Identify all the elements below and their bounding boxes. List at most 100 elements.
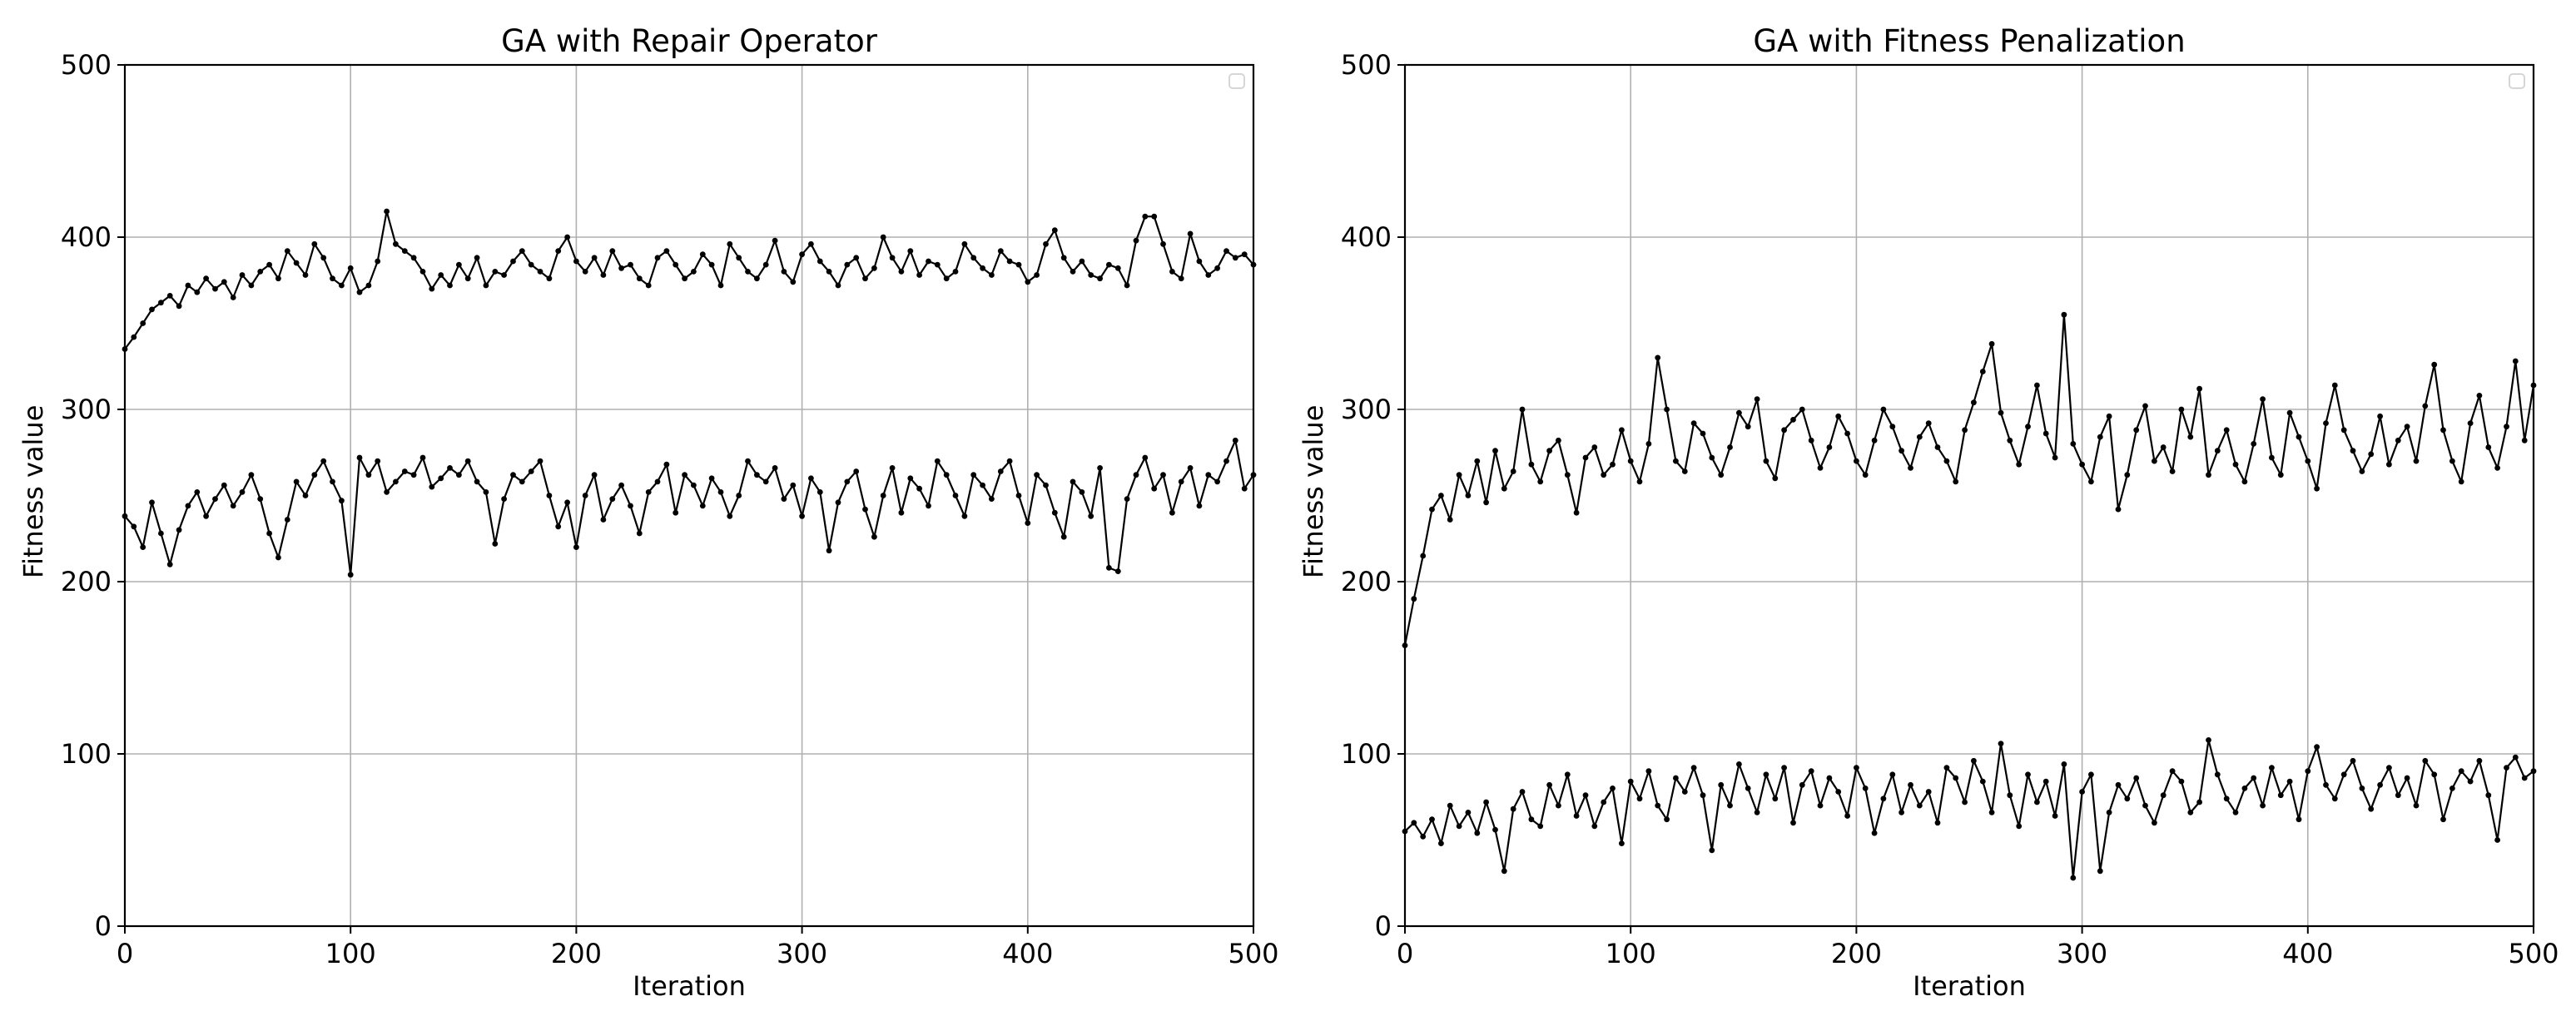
data-point-marker (1636, 478, 1643, 485)
data-point-marker (1528, 461, 1535, 468)
data-point-marker (691, 482, 697, 488)
data-point-marker (1124, 282, 1130, 289)
data-point-marker (2286, 778, 2293, 785)
data-point-marker (519, 478, 525, 485)
data-point-marker (158, 530, 164, 537)
data-point-marker (989, 272, 995, 278)
left-axes-frame (123, 63, 1255, 928)
data-point-marker (203, 513, 210, 519)
data-point-marker (2340, 771, 2347, 778)
data-point-marker (2251, 775, 2257, 781)
left-x-tick-label: 500 (1228, 938, 1278, 969)
data-point-marker (2395, 437, 2401, 444)
data-point-marker (1169, 269, 1175, 275)
data-point-marker (2133, 427, 2140, 434)
data-point-marker (1808, 768, 1814, 775)
data-point-marker (980, 482, 985, 488)
data-point-marker (673, 509, 679, 516)
left-axes: 0 100 200 300 400 500 0 100 200 300 400 500 (61, 49, 1279, 969)
data-point-marker (2152, 820, 2157, 826)
data-point-marker (2241, 478, 2248, 485)
data-point-marker (618, 265, 624, 271)
left-x-tick-label: 200 (551, 938, 602, 969)
data-point-marker (203, 275, 210, 282)
data-point-marker (952, 269, 959, 275)
data-point-marker (1232, 255, 1238, 261)
data-point-marker (1664, 816, 1670, 823)
data-point-marker (1501, 485, 1507, 492)
data-point-marker (1079, 489, 1085, 495)
data-point-marker (248, 472, 255, 478)
data-point-marker (501, 496, 507, 502)
data-point-marker (2052, 813, 2058, 819)
data-point-marker (1898, 448, 1905, 454)
data-point-marker (1718, 781, 1725, 788)
data-point-marker (1673, 458, 1679, 464)
data-point-marker (708, 261, 715, 268)
left-x-axis-label: Iteration (633, 970, 746, 1002)
data-point-marker (1754, 810, 1760, 815)
data-point-marker (1006, 458, 1013, 464)
data-point-marker (2422, 403, 2429, 409)
data-point-marker (1962, 427, 1968, 434)
data-point-marker (510, 258, 516, 265)
data-point-marker (2061, 311, 2067, 318)
data-point-marker (1772, 795, 1779, 802)
data-point-marker (934, 261, 941, 268)
data-point-marker (2097, 868, 2103, 875)
data-point-marker (393, 240, 399, 247)
right-legend-box (2509, 73, 2525, 89)
data-point-marker (2431, 361, 2438, 368)
data-point-marker (2070, 875, 2077, 881)
data-point-marker (1934, 444, 1941, 450)
data-point-marker (1043, 240, 1049, 247)
left-legend-box (1228, 73, 1245, 89)
data-point-marker (1438, 493, 1444, 498)
right-axes: 0 100 200 300 400 500 0 100 200 300 400 500 (1341, 49, 2559, 969)
data-point-marker (1582, 792, 1589, 799)
data-point-marker (1214, 265, 1220, 271)
data-point-marker (1979, 369, 1986, 374)
data-point-marker (2305, 458, 2311, 464)
data-point-marker (546, 275, 553, 282)
data-point-marker (636, 275, 643, 282)
data-point-marker (2025, 424, 2031, 430)
data-point-marker (1160, 240, 1166, 247)
data-point-marker (1142, 454, 1149, 461)
right-x-tick-label: 500 (2508, 938, 2559, 969)
left-series-upper (122, 208, 1257, 352)
data-point-marker (573, 544, 579, 550)
data-point-marker (1736, 761, 1742, 767)
data-point-marker (311, 472, 318, 478)
data-point-marker (483, 489, 489, 495)
data-point-marker (2340, 427, 2347, 434)
right-series-line (1403, 314, 2535, 646)
data-point-marker (230, 503, 236, 509)
data-point-marker (2512, 358, 2519, 364)
data-point-marker (1510, 805, 1516, 812)
data-point-marker (2449, 786, 2455, 791)
data-point-marker (1006, 258, 1013, 265)
data-point-marker (997, 248, 1004, 254)
data-point-marker (1043, 482, 1049, 488)
data-point-marker (212, 496, 218, 502)
data-point-marker (2160, 792, 2167, 799)
data-point-marker (1781, 765, 1788, 771)
data-point-marker (1151, 485, 1158, 492)
data-point-marker (375, 258, 381, 265)
data-point-marker (2386, 765, 2392, 771)
data-point-marker (717, 282, 724, 289)
left-y-tick-label: 400 (61, 221, 112, 253)
data-point-marker (1510, 468, 1516, 474)
data-point-marker (943, 275, 950, 282)
data-point-marker (1088, 513, 1094, 519)
data-point-marker (384, 208, 390, 215)
data-point-marker (2088, 771, 2094, 778)
right-x-tick-label: 100 (1606, 938, 1656, 969)
data-point-marker (2025, 771, 2031, 778)
data-point-marker (1790, 820, 1796, 826)
data-point-marker (1826, 444, 1833, 450)
left-series-lower (122, 437, 1257, 578)
data-point-marker (212, 285, 218, 292)
right-series-upper (1402, 311, 2537, 648)
